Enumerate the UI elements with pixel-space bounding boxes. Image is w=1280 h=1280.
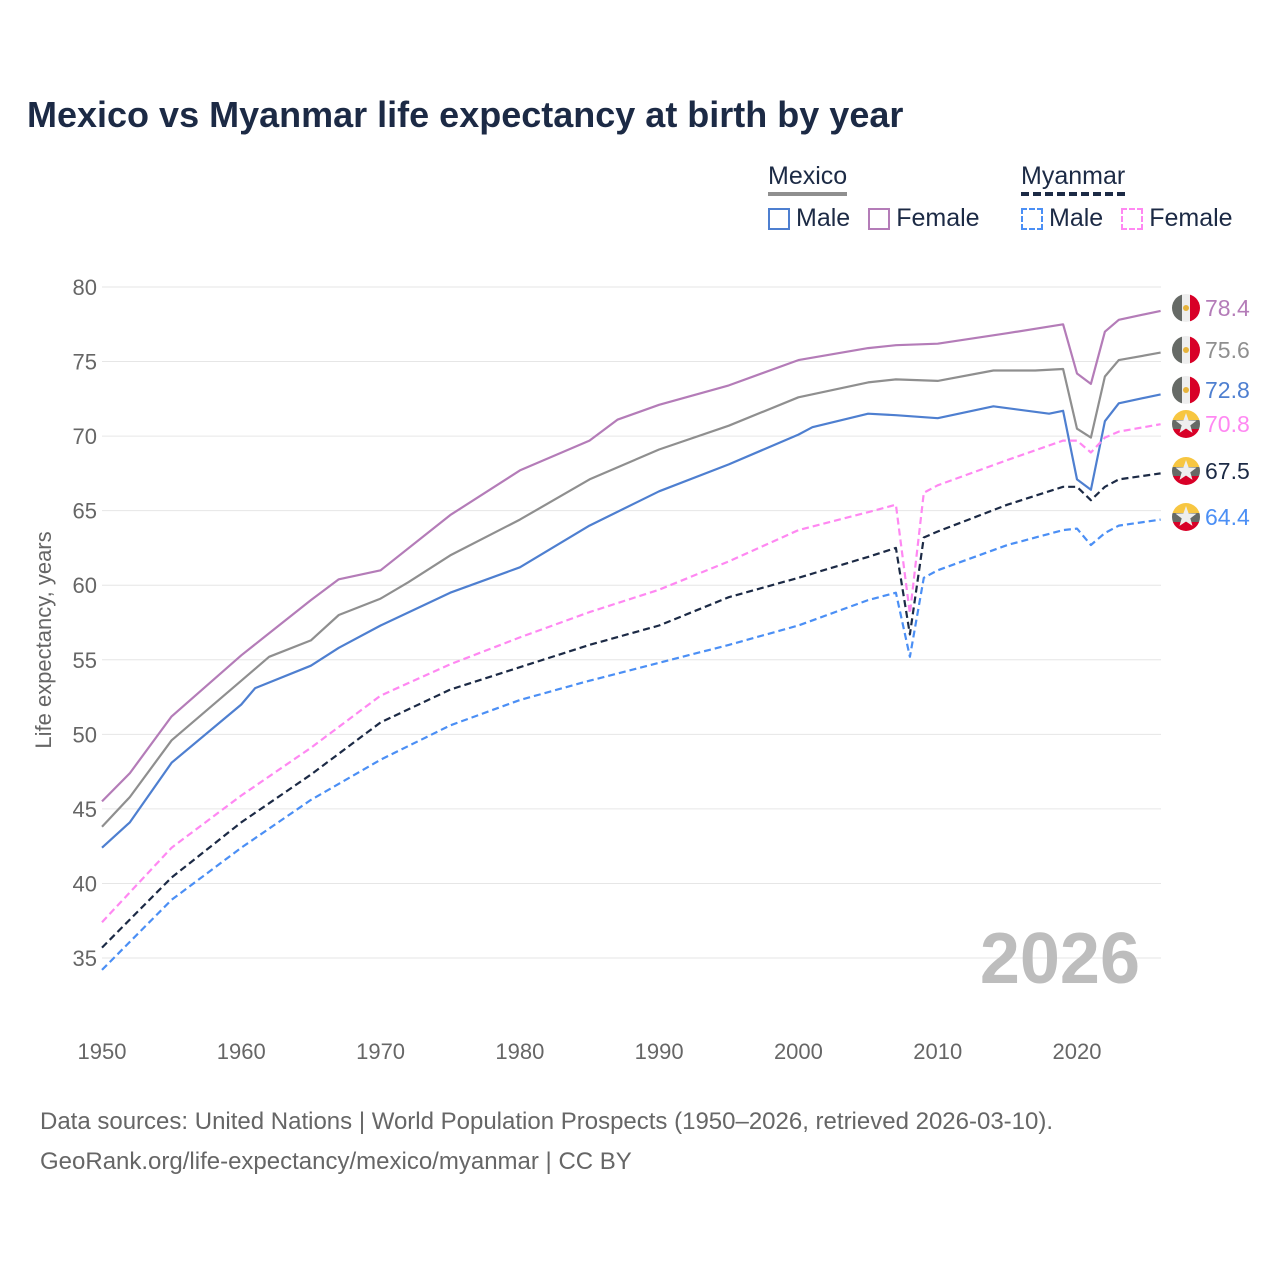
x-tick-label: 1980 [495,1039,544,1064]
legend-label: Male [796,204,851,232]
series-line-mexico-male [101,393,1161,849]
y-tick-label: 65 [73,499,97,524]
footer-link[interactable]: GeoRank.org/life-expectancy/mexico/myanm… [40,1148,632,1175]
y-tick-label: 70 [73,424,97,449]
legend-item-mexico-female[interactable]: Female [868,204,980,233]
flag-body [1172,336,1200,364]
flag-body [1172,294,1200,322]
x-tick-label: 2020 [1053,1039,1102,1064]
legend-label: Female [896,204,980,232]
flag-stripe [1190,294,1200,322]
legend-swatch [768,207,790,230]
flag-stripe [1172,376,1182,404]
chart-title: Mexico vs Myanmar life expectancy at bir… [27,94,904,135]
flag-stripe [1172,294,1182,322]
y-tick-label: 75 [73,350,97,375]
flag-emblem [1183,347,1189,353]
legend-item-myanmar-male[interactable]: Male [1021,204,1103,233]
legend-mexico: Mexico Male Female [768,162,980,233]
series-line-mexico [101,351,1161,828]
flag-stripe [1190,376,1200,404]
flag-star [1175,506,1197,526]
flag-stripe [1172,522,1200,531]
x-tick-label: 1960 [217,1039,266,1064]
x-tick-label: 2010 [913,1039,962,1064]
end-value-label: 64.4 [1205,504,1250,530]
end-value-label: 72.8 [1205,377,1250,403]
year-watermark: 2026 [980,919,1140,999]
mexico-flag-icon [1172,376,1200,404]
end-value-label: 70.8 [1205,411,1250,437]
flag-star [1175,413,1197,433]
flag-body [1172,410,1200,438]
legend-label: Male [1049,204,1104,232]
x-tick-label: 2000 [774,1039,823,1064]
footer-sources: Data sources: United Nations | World Pop… [40,1108,1054,1135]
flag-emblem [1183,387,1189,393]
flag-body [1172,457,1200,485]
legend-myanmar: Myanmar Male Female [1021,162,1233,233]
series-line-myanmar-female [101,423,1161,923]
myanmar-flag-icon [1172,410,1200,438]
y-tick-label: 50 [73,722,97,747]
mexico-flag-icon [1172,336,1200,364]
flag-star [1175,460,1197,480]
legend-swatch [1121,207,1144,230]
y-tick-label: 55 [73,648,97,673]
myanmar-flag-icon [1172,503,1200,531]
flag-emblem [1183,305,1189,311]
series-line-myanmar-male [101,518,1161,971]
y-tick-label: 35 [73,946,97,971]
legend-label: Female [1149,204,1233,232]
y-tick-label: 45 [73,797,97,822]
series-line-mexico-female [101,309,1161,803]
myanmar-flag-icon [1172,457,1200,485]
legend-item-mexico-male[interactable]: Male [768,204,850,233]
legend-swatch [1021,207,1043,230]
end-value-label: 67.5 [1205,458,1250,484]
series-line-myanmar [101,472,1161,949]
x-tick-label: 1990 [635,1039,684,1064]
mexico-flag-icon [1172,294,1200,322]
legend-item-myanmar-female[interactable]: Female [1121,204,1233,233]
flag-stripe [1190,336,1200,364]
y-tick-label: 80 [73,275,97,300]
legend-group-title: Myanmar [1021,162,1126,196]
x-tick-label: 1970 [356,1039,405,1064]
y-axis-label: Life expectancy, years [31,531,56,748]
y-tick-label: 40 [73,871,97,896]
y-tick-label: 60 [73,573,97,598]
flag-stripe [1172,429,1200,438]
end-value-label: 75.6 [1205,337,1250,363]
flag-body [1172,503,1200,531]
flag-body [1172,376,1200,404]
x-tick-label: 1950 [78,1039,127,1064]
end-value-label: 78.4 [1205,295,1250,321]
legend-swatch [868,207,891,230]
flag-stripe [1172,476,1200,485]
legend-group-title: Mexico [768,162,848,196]
flag-stripe [1172,336,1182,364]
